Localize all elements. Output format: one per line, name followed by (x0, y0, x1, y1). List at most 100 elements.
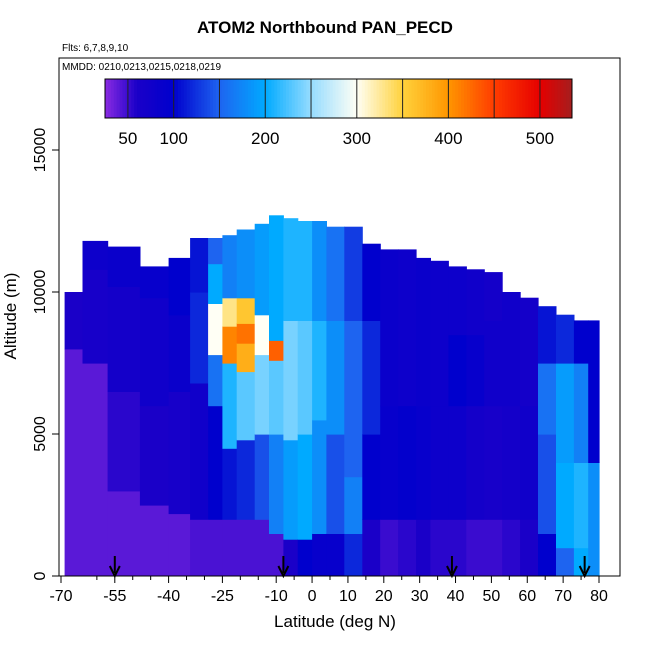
heatmap-cell (312, 533, 327, 576)
colorbar-swatch (434, 79, 439, 118)
colorbar-swatch (250, 79, 255, 118)
colorbar-swatch (212, 79, 217, 118)
colorbar-swatch (154, 79, 159, 118)
heatmap-cell (502, 519, 521, 576)
colorbar-swatch (376, 79, 380, 118)
heatmap-cell (430, 519, 449, 576)
colorbar-swatch (382, 79, 386, 118)
colorbar-swatch (294, 79, 299, 118)
heatmap-cell (380, 519, 399, 576)
colorbar-swatch (399, 79, 404, 118)
colorbar-swatch (420, 79, 424, 118)
colorbar-tick-label: 300 (343, 129, 371, 148)
colorbar-swatch (236, 79, 240, 118)
heatmap-cell (222, 235, 238, 299)
heatmap-cell (430, 260, 449, 407)
y-tick-label: 0 (32, 571, 49, 580)
heatmap-cell (484, 405, 503, 520)
colorbar-swatch (534, 79, 538, 118)
heatmap-cell (416, 405, 431, 520)
heatmap-cell (448, 334, 467, 407)
heatmap-cell (222, 363, 238, 449)
colorbar-tick-label: 200 (251, 129, 279, 148)
colorbar-swatch (443, 79, 447, 118)
heatmap-cell (466, 519, 485, 576)
colorbar-swatch (163, 79, 167, 118)
heatmap-cell (538, 434, 557, 534)
colorbar-swatch (522, 79, 526, 118)
x-tick-label: 30 (411, 588, 429, 605)
colorbar-swatch (303, 79, 307, 118)
heatmap-cell (538, 533, 557, 576)
colorbar-swatch (431, 79, 436, 118)
heatmap-cell (283, 320, 299, 441)
colorbar-swatch (405, 79, 410, 118)
heatmap-cell (297, 539, 313, 576)
colorbar-swatch (452, 79, 456, 118)
heatmap-cell (362, 434, 381, 520)
heatmap-cell (190, 519, 209, 576)
heatmap-cell (168, 257, 191, 316)
heatmap-cell (269, 340, 284, 361)
heatmap-cell (520, 519, 539, 576)
colorbar-swatch (323, 79, 328, 118)
colorbar-swatch (306, 79, 310, 118)
colorbar-swatch (493, 79, 497, 118)
colorbar-swatch (510, 79, 515, 118)
x-tick-label: -25 (211, 588, 234, 605)
heatmap-cell (573, 363, 589, 463)
heatmap-cell (573, 320, 589, 364)
heatmap-cell (398, 405, 417, 520)
colorbar-swatch (335, 79, 339, 118)
colorbar-swatch (484, 79, 488, 118)
colorbar-swatch (414, 79, 418, 118)
colorbar-swatch (160, 79, 164, 118)
x-tick-label: -10 (265, 588, 288, 605)
colorbar-swatch (300, 79, 304, 118)
heatmap-cell (312, 320, 327, 421)
heatmap-cell (269, 434, 284, 534)
heatmap-layer (64, 215, 600, 576)
heatmap-cell (168, 314, 191, 392)
heatmap-cell (236, 519, 256, 576)
colorbar-swatch (183, 79, 188, 118)
heatmap-cell (326, 320, 345, 435)
colorbar-swatch (210, 79, 214, 118)
colorbar-swatch (137, 79, 141, 118)
colorbar-swatch (248, 79, 252, 118)
colorbar-swatch (472, 79, 477, 118)
heatmap-cell (484, 272, 503, 321)
heatmap-cell (448, 405, 467, 520)
colorbar-swatch (469, 79, 474, 118)
heatmap-cell (326, 226, 345, 321)
colorbar-swatch (277, 79, 281, 118)
colorbar-swatch (215, 79, 220, 118)
colorbar-swatch (192, 79, 196, 118)
colorbar-swatch (379, 79, 383, 118)
heatmap-cell (538, 363, 557, 435)
heatmap-cell (269, 215, 284, 341)
heatmap-cell (448, 266, 467, 336)
colorbar-swatch (519, 79, 523, 118)
heatmap-cell (139, 297, 170, 407)
colorbar-swatch (239, 79, 243, 118)
colorbar-tick-label: 500 (526, 129, 554, 148)
y-tick-label: 10000 (32, 270, 49, 315)
heatmap-cell (269, 533, 284, 576)
colorbar-tick-label: 400 (434, 129, 462, 148)
colorbar-swatch (291, 79, 296, 118)
x-tick-label: -70 (49, 588, 72, 605)
colorbar-swatch (458, 79, 462, 118)
colorbar-swatch (318, 79, 322, 118)
colorbar-swatch (481, 79, 485, 118)
colorbar-swatch (169, 79, 173, 118)
colorbar-swatch (548, 79, 553, 118)
heatmap-cell (502, 405, 521, 520)
heatmap-cell (466, 269, 485, 336)
heatmap-cell (520, 405, 539, 520)
colorbar-swatch (350, 79, 354, 118)
colorbar-swatch (499, 79, 503, 118)
heatmap-cell (344, 476, 363, 534)
heatmap-cell (208, 519, 223, 576)
colorbar-swatch (490, 79, 494, 118)
